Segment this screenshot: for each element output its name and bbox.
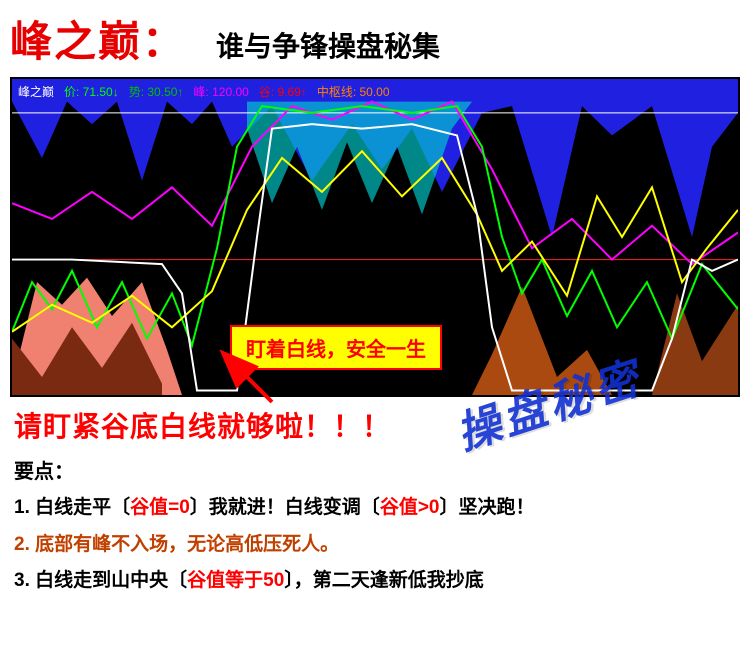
point-item: 3. 白线走到山中央〔谷值等于50〕，第二天逢新低我抄底	[14, 567, 736, 596]
point-item: 2. 底部有峰不入场，无论高低压死人。	[14, 531, 736, 560]
title-main: 峰之巅：	[10, 8, 186, 69]
point-segment: 谷值>0	[380, 497, 440, 518]
point-segment: 3. 白线走到山中央〔	[14, 570, 187, 591]
legend-item: 谷: 9.69↑	[259, 83, 307, 100]
legend-item: 势: 30.50↑	[129, 83, 184, 100]
point-item: 1. 白线走平〔谷值=0〕我就进！白线变调〔谷值>0〕坚决跑！	[14, 494, 736, 523]
point-segment: 〕，第二天逢新低我抄底	[284, 570, 484, 591]
chart-legend: 峰之巅价: 71.50↓ 势: 30.50↑ 峰: 120.00 谷: 9.69↑ 中枢…	[18, 83, 390, 100]
point-segment: 谷值=0	[130, 497, 190, 518]
points-list: 1. 白线走平〔谷值=0〕我就进！白线变调〔谷值>0〕坚决跑！ 2. 底部有峰不入…	[14, 494, 736, 596]
notes-section: 请盯紧谷底白线就够啦！！！ 要点： 1. 白线走平〔谷值=0〕我就进！白线变调〔…	[0, 397, 750, 596]
legend-item: 中枢线: 50.00	[317, 83, 390, 100]
point-segment: 谷值等于50	[187, 570, 284, 591]
title-subtitle: 谁与争锋操盘秘集	[216, 25, 440, 65]
point-segment: 〕坚决跑！	[439, 497, 534, 518]
header: 峰之巅： 谁与争锋操盘秘集	[0, 0, 750, 73]
points-title: 要点：	[14, 455, 736, 484]
legend-item: 峰: 120.00	[193, 83, 248, 100]
legend-item: 价: 71.50↓	[64, 83, 119, 100]
legend-item: 峰之巅	[18, 83, 54, 100]
point-segment: 2. 底部有峰不入场，无论高低压死人。	[14, 534, 339, 555]
headline: 请盯紧谷底白线就够啦！！！	[14, 405, 736, 445]
point-segment: 1. 白线走平〔	[14, 497, 130, 518]
annotation-box: 盯着白线，安全一生	[230, 325, 442, 370]
point-segment: 〕我就进！白线变调〔	[190, 497, 380, 518]
